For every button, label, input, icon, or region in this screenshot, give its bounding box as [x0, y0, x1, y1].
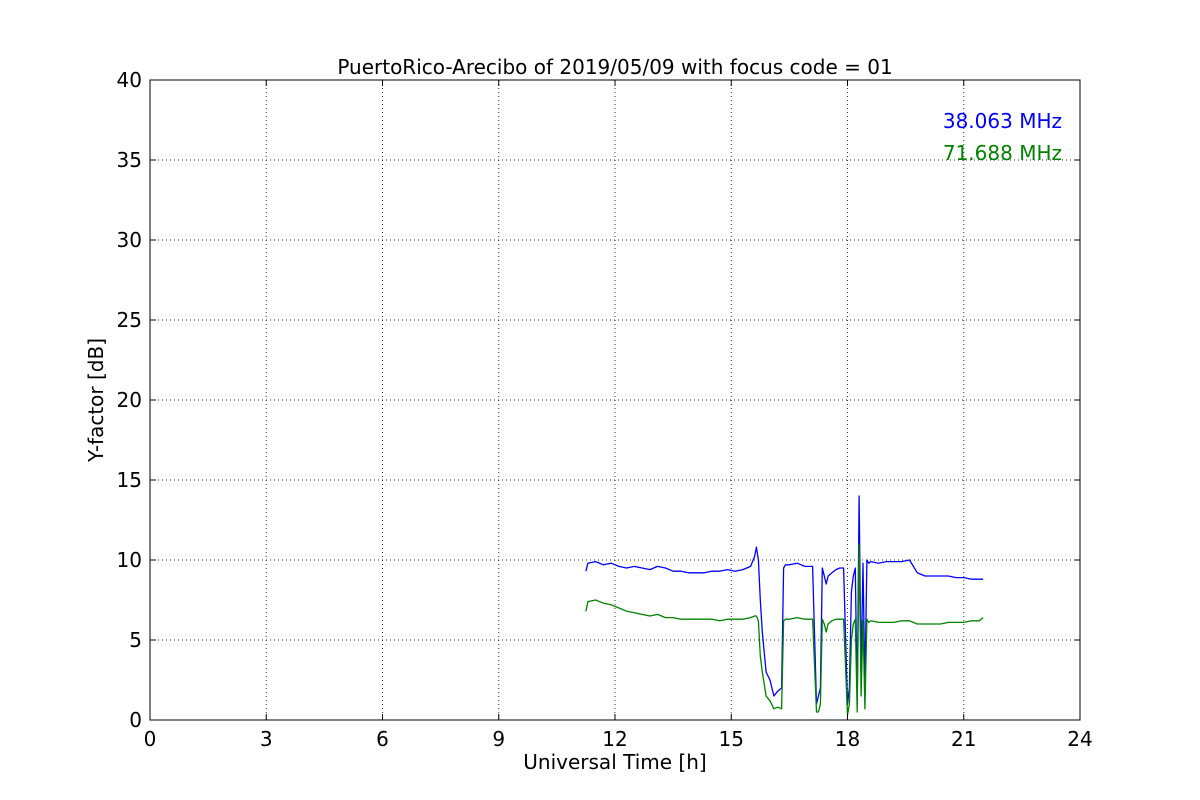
x-tick-label: 15	[719, 727, 744, 751]
legend-entry-2: 71.688 MHz	[943, 141, 1062, 165]
y-tick-label: 10	[117, 548, 142, 572]
y-tick-label: 0	[129, 708, 142, 732]
x-tick-label: 6	[376, 727, 389, 751]
y-tick-label: 30	[117, 228, 142, 252]
y-tick-label: 5	[129, 628, 142, 652]
y-tick-label: 15	[117, 468, 142, 492]
x-axis-label: Universal Time [h]	[523, 750, 706, 774]
x-tick-label: 9	[492, 727, 505, 751]
grid	[150, 80, 1080, 720]
x-tick-label: 18	[835, 727, 860, 751]
series-line-2	[585, 543, 984, 716]
ticks: 0 3 6 9 12 15 18 21 24 0 5 10 15 20 25 30 35 40	[117, 68, 1093, 751]
x-tick-label: 24	[1067, 727, 1092, 751]
x-tick-label: 0	[144, 727, 157, 751]
series-layer	[585, 495, 984, 716]
x-tick-label: 21	[951, 727, 976, 751]
chart-title: PuertoRico-Arecibo of 2019/05/09 with fo…	[337, 55, 892, 79]
x-tick-label: 12	[602, 727, 627, 751]
y-tick-label: 40	[117, 68, 142, 92]
legend: 38.063 MHz 71.688 MHz	[943, 109, 1062, 165]
legend-entry-1: 38.063 MHz	[943, 109, 1062, 133]
y-tick-label: 25	[117, 308, 142, 332]
y-axis-label: Y-factor [dB]	[84, 338, 108, 463]
y-tick-label: 20	[117, 388, 142, 412]
y-tick-label: 35	[117, 148, 142, 172]
plot-area: 0 3 6 9 12 15 18 21 24 0 5 10 15 20 25 30 35 40 38.063 MH…	[117, 68, 1093, 751]
x-tick-label: 3	[260, 727, 273, 751]
